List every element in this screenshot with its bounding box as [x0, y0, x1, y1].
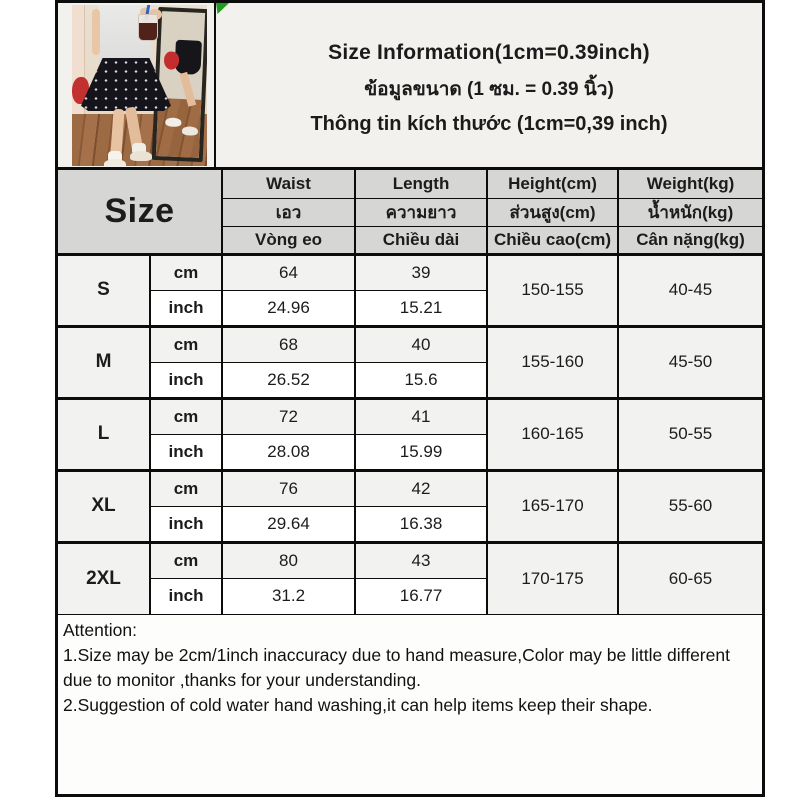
size-label-s: S [57, 252, 151, 327]
length-cm-m: 40 [354, 324, 489, 363]
col-header-length-th: ความยาว [354, 197, 489, 227]
header-row: Size Information(1cm=0.39inch) ข้อมูลขนา… [58, 3, 762, 170]
attention-note-2: 2.Suggestion of cold water hand washing,… [63, 694, 653, 715]
unit-cm: cm [148, 540, 224, 579]
height-m: 155-160 [486, 324, 620, 399]
unit-cm: cm [148, 324, 224, 363]
size-label-l: L [57, 396, 151, 471]
col-header-height-en: Height(cm) [486, 169, 620, 199]
table-row-l-cm: L cm 72 41 160-165 50-55 [57, 396, 764, 471]
table-row-s-cm: S cm 64 39 150-155 40-45 [57, 252, 764, 327]
weight-xl: 55-60 [617, 468, 764, 543]
unit-cm: cm [148, 396, 224, 435]
waist-cm-s: 64 [221, 252, 357, 291]
table-row-m-inch: inch 26.52 15.6 [58, 361, 762, 399]
waist-cm-2xl: 80 [221, 540, 357, 579]
product-photo-cell [58, 3, 216, 167]
table-row-m-cm: M cm 68 40 155-160 45-50 [57, 324, 764, 399]
mirror-shoe-reflection [181, 126, 199, 136]
col-header-waist-vi: Vòng eo [221, 225, 357, 255]
table-row-2xl-cm: 2XL cm 80 43 170-175 60-65 [57, 540, 764, 615]
unit-cm: cm [148, 252, 224, 291]
white-sneaker [104, 159, 126, 166]
table-header-th: เอว ความยาว ส่วนสูง(cm) น้ำหนัก(kg) [58, 197, 764, 227]
table-header-en: Size Waist Length Height(cm) Weight(kg) [56, 169, 764, 255]
length-inch-l: 15.99 [354, 433, 489, 471]
red-bag [72, 77, 89, 104]
drink-liquid [139, 23, 157, 40]
unit-inch: inch [148, 577, 224, 615]
length-inch-s: 15.21 [354, 289, 489, 327]
height-2xl: 170-175 [486, 540, 620, 615]
waist-inch-s: 24.96 [221, 289, 357, 327]
waist-inch-xl: 29.64 [221, 505, 357, 543]
size-chart-sheet: Size Information(1cm=0.39inch) ข้อมูลขนา… [55, 0, 765, 797]
height-xl: 165-170 [486, 468, 620, 543]
table-row-l-inch: inch 28.08 15.99 [58, 433, 762, 471]
weight-m: 45-50 [617, 324, 764, 399]
col-header-waist-th: เอว [221, 197, 357, 227]
table-row-xl-cm: XL cm 76 42 165-170 55-60 [57, 468, 764, 543]
length-cm-s: 39 [354, 252, 489, 291]
col-header-height-th: ส่วนสูง(cm) [486, 197, 620, 227]
unit-inch: inch [148, 433, 224, 471]
length-cm-xl: 42 [354, 468, 489, 507]
col-header-length-en: Length [354, 169, 489, 199]
col-header-length-vi: Chiều dài [354, 225, 489, 255]
length-inch-m: 15.6 [354, 361, 489, 399]
unit-inch: inch [148, 361, 224, 399]
col-header-weight-vi: Cân nặng(kg) [617, 225, 764, 255]
weight-2xl: 60-65 [617, 540, 764, 615]
col-header-waist-en: Waist [221, 169, 357, 199]
col-header-height-vi: Chiều cao(cm) [486, 225, 620, 255]
length-inch-xl: 16.38 [354, 505, 489, 543]
weight-l: 50-55 [617, 396, 764, 471]
table-row-2xl-inch: inch 31.2 16.77 [58, 577, 762, 615]
height-s: 150-155 [486, 252, 620, 327]
table-header-vi: Vòng eo Chiều dài Chiều cao(cm) Cân nặng… [58, 225, 764, 255]
size-label-2xl: 2XL [57, 540, 151, 615]
attention-note-1: 1.Size may be 2cm/1inch inaccuracy due t… [63, 644, 730, 690]
length-cm-2xl: 43 [354, 540, 489, 579]
product-photo [72, 5, 207, 166]
col-header-weight-en: Weight(kg) [617, 169, 764, 199]
title-block: Size Information(1cm=0.39inch) ข้อมูลขนา… [216, 3, 762, 167]
size-label-xl: XL [57, 468, 151, 543]
left-arm [92, 9, 100, 55]
waist-cm-m: 68 [221, 324, 357, 363]
waist-inch-2xl: 31.2 [221, 577, 357, 615]
unit-inch: inch [148, 505, 224, 543]
table-row-xl-inch: inch 29.64 16.38 [58, 505, 762, 543]
size-corner-label: Size [56, 169, 224, 255]
white-sneaker [130, 151, 152, 161]
col-header-weight-th: น้ำหนัก(kg) [617, 197, 764, 227]
page-title-en: Size Information(1cm=0.39inch) [328, 40, 650, 64]
unit-cm: cm [148, 468, 224, 507]
green-corner-marker [216, 3, 229, 14]
attention-heading: Attention: [63, 620, 137, 640]
height-l: 160-165 [486, 396, 620, 471]
length-cm-l: 41 [354, 396, 489, 435]
attention-note: Attention: 1.Size may be 2cm/1inch inacc… [58, 614, 762, 718]
waist-inch-l: 28.08 [221, 433, 357, 471]
unit-inch: inch [148, 289, 224, 327]
waist-cm-l: 72 [221, 396, 357, 435]
length-inch-2xl: 16.77 [354, 577, 489, 615]
weight-s: 40-45 [617, 252, 764, 327]
size-label-m: M [57, 324, 151, 399]
table-row-s-inch: inch 24.96 15.21 [58, 289, 762, 327]
waist-inch-m: 26.52 [221, 361, 357, 399]
drink-cup [138, 14, 158, 41]
page-title-vi: Thông tin kích thước (1cm=0,39 inch) [310, 112, 668, 135]
mirror-shoe-reflection [165, 117, 182, 128]
size-table: Size Waist Length Height(cm) Weight(kg) … [56, 169, 764, 615]
waist-cm-xl: 76 [221, 468, 357, 507]
page-title-th: ข้อมูลขนาด (1 ซม. = 0.39 นิ้ว) [364, 78, 614, 100]
